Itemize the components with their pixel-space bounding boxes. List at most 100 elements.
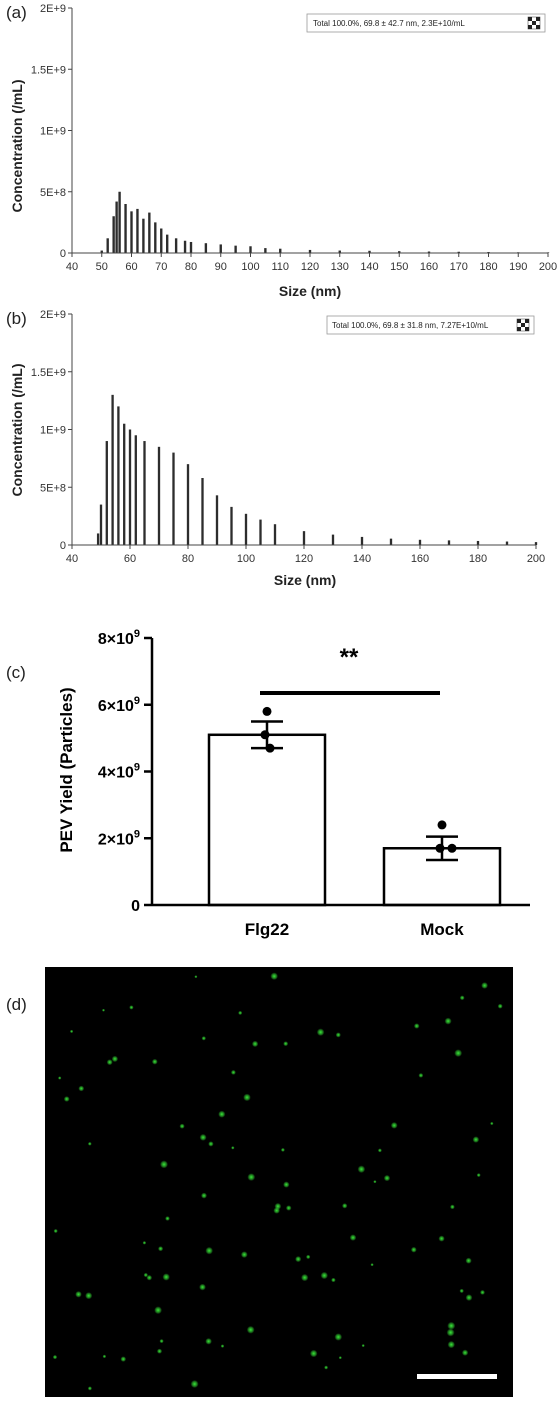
particle-dot — [205, 1246, 213, 1255]
histogram-bar — [534, 542, 538, 545]
x-tick-label: 90 — [215, 261, 227, 273]
particle-dot — [201, 1036, 206, 1041]
particle-dot — [146, 1274, 153, 1281]
histogram-bar — [331, 534, 335, 545]
histogram-bar — [117, 406, 120, 545]
y-tick-label: 1E+9 — [40, 425, 66, 437]
histogram-bar — [166, 234, 169, 253]
panel-label-a: (a) — [6, 3, 27, 22]
histogram-bar — [338, 250, 341, 253]
particle-dot — [165, 1216, 170, 1221]
bars-b — [96, 394, 538, 545]
legend-pattern-icon — [516, 318, 530, 332]
y-tick-label: 0 — [131, 898, 140, 915]
histogram-bar — [219, 244, 222, 253]
y-tick-label: 5E+8 — [40, 187, 66, 199]
particle-dot — [129, 1005, 134, 1010]
histogram-a: (a) 40 50 60 70 80 90 100 110 120 130 140 150 160 170… — [6, 3, 557, 299]
particle-dot — [357, 1165, 366, 1173]
x-tick-label: 200 — [527, 553, 545, 565]
particle-dot — [142, 1241, 147, 1245]
histogram-bar — [130, 211, 133, 253]
x-tick-label: 70 — [155, 261, 167, 273]
histogram-bar — [154, 222, 157, 253]
particle-dot — [102, 1008, 105, 1012]
x-category-label: Flg22 — [245, 920, 289, 939]
particle-dot — [461, 1349, 469, 1356]
histogram-bar — [136, 208, 139, 253]
particle-dot — [106, 1059, 113, 1066]
particle-dot — [179, 1123, 185, 1129]
particle-dot — [190, 1380, 199, 1388]
legend-text-a: Total 100.0%, 69.8 ± 42.7 nm, 2.3E+10/mL — [313, 19, 465, 28]
bars-a — [100, 191, 550, 253]
particle-dot — [306, 1254, 311, 1260]
x-tick-label: 100 — [241, 261, 259, 273]
x-axis-title-b: Size (nm) — [274, 572, 336, 588]
significance-stars: ** — [340, 644, 359, 671]
histogram-bar — [105, 441, 108, 545]
particle-dot — [447, 1340, 455, 1349]
histogram-bar — [230, 506, 233, 545]
particle-dot — [472, 1136, 480, 1143]
particle-dot — [377, 1148, 382, 1153]
particle-dot — [102, 1354, 107, 1359]
y-axis-title-a: Concentration (/mL) — [9, 80, 25, 213]
particle-dot — [205, 1338, 212, 1345]
x-tick-label: 60 — [125, 261, 137, 273]
x-tick-label: 110 — [271, 261, 289, 273]
histogram-bar — [368, 250, 371, 253]
particle-dot — [52, 1354, 58, 1360]
x-category-label: Mock — [420, 920, 464, 939]
histogram-bar — [201, 478, 204, 545]
particle-dot — [75, 1291, 82, 1298]
particle-dot — [199, 1133, 207, 1141]
x-tick-label: 140 — [360, 261, 378, 273]
bars-c — [207, 706, 502, 907]
particle-dot — [143, 1272, 148, 1278]
particle-dot — [283, 1181, 290, 1188]
particle-dot — [240, 1251, 248, 1258]
histogram-bar — [96, 533, 100, 545]
y-tick-label: 1E+9 — [40, 126, 66, 138]
x-tick-label: 60 — [124, 553, 136, 565]
particle-dot — [450, 1204, 455, 1210]
histogram-bar — [123, 423, 126, 545]
histogram-bar — [234, 245, 237, 253]
histogram-bar — [134, 435, 137, 545]
histogram-bar — [389, 538, 393, 545]
histogram-b: (b) 40 60 80 100 120 140 160 180 200 0 5E+8 1E+9 1.… — [6, 309, 545, 588]
fluorescent-particles — [52, 972, 503, 1391]
particle-dot — [476, 1173, 481, 1178]
panel-label-b: (b) — [6, 309, 27, 328]
x-tick-label: 160 — [420, 261, 438, 273]
particle-dot — [58, 1076, 62, 1080]
legend-pattern-icon — [527, 16, 541, 30]
histogram-bar — [174, 238, 178, 253]
x-tick-label: 130 — [331, 261, 349, 273]
histogram-bar — [302, 531, 306, 545]
histogram-bar — [204, 243, 208, 253]
particle-dot — [361, 1344, 365, 1348]
data-point — [447, 843, 457, 853]
fluorescence-image — [45, 967, 513, 1397]
x-tick-label: 190 — [509, 261, 527, 273]
x-tick-label: 180 — [479, 261, 497, 273]
particle-dot — [465, 1294, 473, 1301]
x-tick-label: 200 — [539, 261, 557, 273]
x-tick-label: 80 — [185, 261, 197, 273]
histogram-bar — [398, 251, 401, 253]
particle-dot — [69, 1029, 74, 1034]
histogram-bar — [505, 541, 509, 545]
histogram-bar — [186, 464, 190, 545]
micrograph-panel: (d) — [6, 967, 513, 1397]
y-axis-title-b: Concentration (/mL) — [9, 364, 25, 497]
particle-dot — [418, 1073, 424, 1078]
particle-dot — [438, 1235, 445, 1242]
histogram-bar — [160, 228, 163, 253]
particle-dot — [160, 1160, 168, 1169]
particle-dot — [447, 1321, 456, 1330]
particle-dot — [331, 1277, 336, 1283]
x-tick-label: 140 — [353, 553, 371, 565]
particle-dot — [324, 1365, 329, 1370]
